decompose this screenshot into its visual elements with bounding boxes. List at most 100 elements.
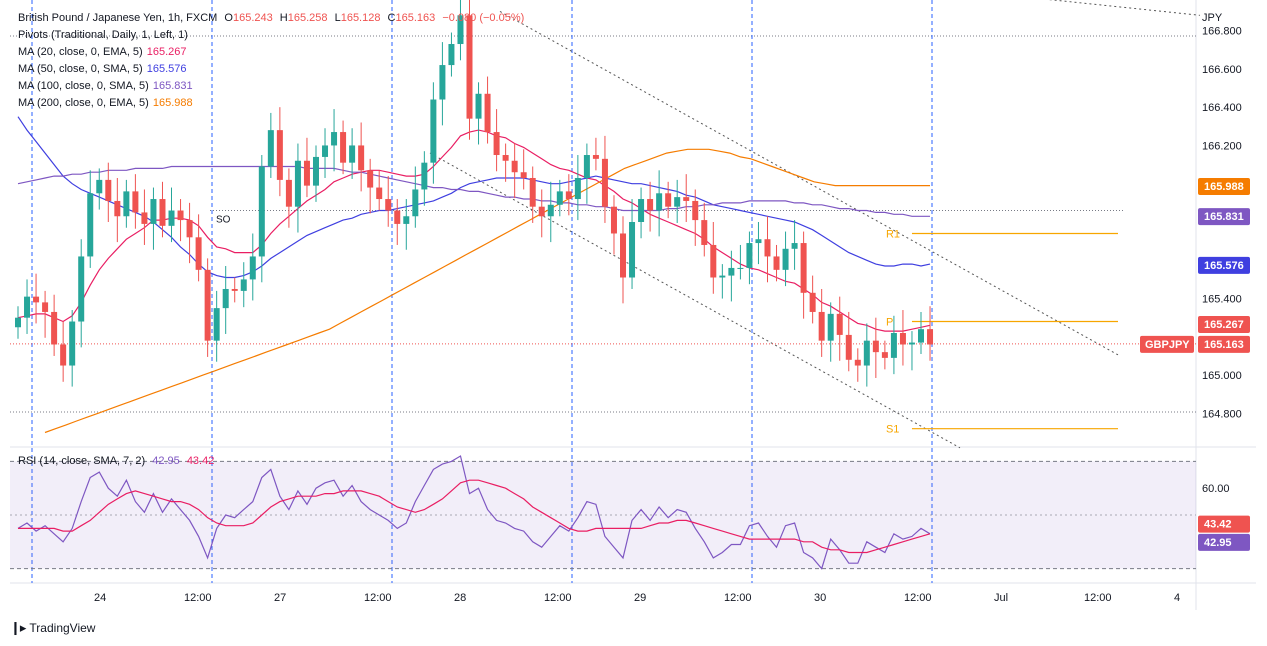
indicator-ma50[interactable]: MA (50, close, 0, SMA, 5) 165.576 bbox=[18, 61, 197, 78]
candle-body bbox=[872, 340, 879, 353]
candle-body bbox=[574, 177, 581, 200]
candle-body bbox=[195, 237, 202, 270]
indicator-ma200[interactable]: MA (200, close, 0, EMA, 5) 165.988 bbox=[18, 95, 197, 112]
candle-body bbox=[836, 313, 843, 335]
indicator-pivots[interactable]: Pivots (Traditional, Daily, 1, Left, 1) bbox=[18, 27, 197, 44]
rsi-ma-line bbox=[18, 479, 931, 554]
candle-body bbox=[665, 193, 672, 207]
time-tick-label: 12:00 bbox=[724, 592, 752, 604]
candle-body bbox=[854, 359, 861, 366]
symbol-title[interactable]: British Pound / Japanese Yen, 1h, FXCM bbox=[18, 12, 218, 24]
price-tags: 165.988 165.831 165.576 165.267 165.163 43.42… bbox=[1140, 178, 1250, 551]
candle-body bbox=[159, 199, 166, 226]
ma50-line bbox=[17, 116, 931, 279]
rsi-legend[interactable]: RSI (14, close, SMA, 7, 2) 42.95 43.42 bbox=[18, 453, 218, 470]
tradingview-logo-icon: ❙▸ bbox=[10, 620, 26, 635]
candle-body bbox=[845, 334, 852, 360]
candle-body bbox=[890, 333, 897, 358]
candle-body bbox=[692, 200, 699, 221]
symbol-tag-bg bbox=[1140, 335, 1194, 353]
grid-lines bbox=[10, 0, 1256, 610]
time-tick-label: 30 bbox=[814, 592, 826, 604]
price-tag: 165.831 bbox=[1204, 211, 1244, 223]
candle-body bbox=[620, 233, 627, 278]
trend-channel[interactable] bbox=[429, 0, 1201, 449]
tradingview-brand[interactable]: ❙▸ TradingView bbox=[10, 620, 95, 636]
rsi-tag: 43.42 bbox=[1204, 519, 1232, 531]
candle-body bbox=[656, 193, 663, 211]
ma100-line bbox=[17, 165, 930, 217]
candle-body bbox=[827, 313, 834, 341]
moving-averages bbox=[17, 116, 931, 434]
indicator-label: Pivots (Traditional, Daily, 1, Left, 1) bbox=[18, 29, 188, 41]
candle-body bbox=[683, 197, 690, 201]
rsi-label: RSI (14, close, SMA, 7, 2) bbox=[18, 455, 146, 467]
candle-body bbox=[502, 155, 509, 161]
candle-body bbox=[177, 210, 184, 221]
candle-body bbox=[69, 321, 76, 366]
candle-body bbox=[331, 132, 338, 146]
time-tick-label: 28 bbox=[454, 592, 466, 604]
price-tick-label: 166.200 bbox=[1202, 140, 1242, 152]
time-tick-label: Jul bbox=[994, 592, 1008, 604]
price-tag: 165.988 bbox=[1204, 181, 1244, 193]
indicator-ma20[interactable]: MA (20, close, 0, EMA, 5) 165.267 bbox=[18, 44, 197, 61]
candle-body bbox=[547, 204, 554, 217]
candle-body bbox=[764, 239, 771, 257]
candle-body bbox=[583, 155, 590, 178]
low-label: L bbox=[334, 12, 341, 24]
time-tick-label: 24 bbox=[94, 592, 106, 604]
close-label: C bbox=[387, 12, 396, 24]
candle-body bbox=[439, 65, 446, 100]
low-value: 165.128 bbox=[340, 12, 381, 24]
ma200-line bbox=[44, 148, 930, 434]
rsi-tag: 42.95 bbox=[1204, 537, 1232, 549]
close-value: 165.163 bbox=[395, 12, 436, 24]
time-tick-label: 12:00 bbox=[1084, 592, 1112, 604]
time-tick-label: 12:00 bbox=[184, 592, 212, 604]
open-label: O bbox=[224, 12, 233, 24]
candle-body bbox=[629, 222, 636, 278]
candle-body bbox=[249, 256, 256, 280]
candle-body bbox=[647, 199, 654, 211]
candle-body bbox=[186, 220, 193, 238]
price-tick-label: 164.800 bbox=[1202, 408, 1242, 420]
price-tick-label: 165.400 bbox=[1202, 294, 1242, 306]
price-tag-bg bbox=[1198, 256, 1250, 274]
candle-body bbox=[376, 187, 383, 200]
candle-body bbox=[448, 44, 455, 66]
candle-body bbox=[285, 179, 292, 207]
price-tag-bg bbox=[1198, 178, 1250, 196]
price-tick-label: 165.000 bbox=[1202, 370, 1242, 382]
price-tag-bg bbox=[1198, 208, 1250, 226]
open-value: 165.243 bbox=[232, 12, 273, 24]
price-tag-bg bbox=[1198, 335, 1250, 353]
candle-body bbox=[475, 93, 482, 119]
price-tag: 165.576 bbox=[1204, 260, 1244, 272]
indicator-value: 165.267 bbox=[146, 46, 187, 58]
candle-body bbox=[791, 243, 798, 249]
rsi-tag-bg bbox=[1198, 533, 1250, 551]
time-tick-label: 12:00 bbox=[904, 592, 932, 604]
rsi-band-fill bbox=[10, 461, 1196, 569]
candle-body bbox=[51, 311, 58, 345]
candle-body bbox=[240, 279, 247, 291]
candle-body bbox=[231, 288, 238, 291]
indicator-label: MA (50, close, 0, SMA, 5) bbox=[18, 63, 143, 75]
high-value: 165.258 bbox=[287, 12, 328, 24]
price-axis[interactable]: JPY 166.800 166.600 166.400 166.200 165.400 16… bbox=[1202, 12, 1242, 549]
indicator-ma100[interactable]: MA (100, close, 0, SMA, 5) 165.831 bbox=[18, 78, 197, 95]
time-axis[interactable]: 24 12:00 27 12:00 28 12:00 29 12:00 30 12:00 Jul 12… bbox=[94, 592, 1180, 604]
prev-pivot-label: SO bbox=[216, 215, 231, 226]
candle-body bbox=[403, 216, 410, 224]
candle-body bbox=[222, 288, 229, 309]
time-tick-label: 27 bbox=[274, 592, 286, 604]
indicator-value: 165.576 bbox=[146, 63, 187, 75]
candle-body bbox=[114, 200, 121, 217]
price-tick-label: 166.400 bbox=[1202, 102, 1242, 114]
candle-body bbox=[168, 210, 175, 226]
candle-body bbox=[430, 99, 437, 163]
candle-body bbox=[15, 317, 21, 328]
candle-body bbox=[421, 162, 428, 190]
